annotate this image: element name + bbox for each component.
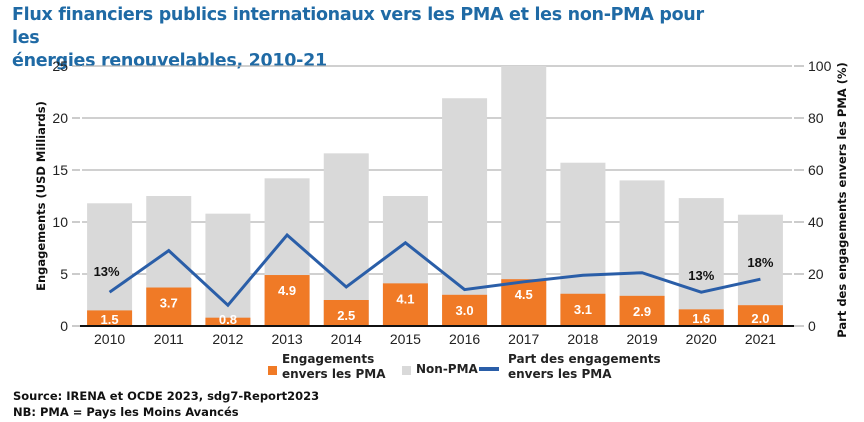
share-annotation: 13% [94,264,120,279]
pma-bar-label: 4.1 [396,291,414,306]
pma-bar-label: 2.9 [633,304,651,319]
x-tick-label: 2010 [94,331,125,347]
legend-label-pma-1: Engagements [282,352,374,366]
footer: Source: IRENA et OCDE 2023, sdg7-Report2… [13,388,319,420]
x-tick-label: 2018 [567,331,598,347]
non-pma-bar [87,203,133,326]
share-annotation: 13% [688,268,714,283]
x-tick-label: 2020 [686,331,717,347]
right-tick-label: 0 [808,318,816,334]
pma-bar-label: 2.5 [337,308,355,323]
legend-label-share-2: envers les PMA [508,367,612,381]
pma-bar [264,275,310,326]
pma-bar-label: 3.7 [160,296,178,311]
gridlines [82,65,792,275]
x-tick-label: 2019 [627,331,658,347]
x-tick-label: 2021 [745,331,776,347]
pma-bar-label: 4.5 [515,287,533,302]
chart-title-line-1: Flux financiers publics internationaux v… [12,5,704,48]
pma-bar-label: 0.8 [219,312,237,327]
left-tick-label: 10 [52,214,68,230]
pma-bars [87,275,783,326]
non-pma-bar [678,198,724,326]
share-annotation: 18% [747,255,773,270]
x-tick-label: 2017 [508,331,539,347]
non-pma-bar [323,153,369,326]
left-tick-label: 5 [60,266,68,282]
x-tick-label: 2015 [390,331,421,347]
left-tick-label: 20 [52,110,68,126]
pma-bar [146,287,192,326]
x-tick-label: 2012 [212,331,243,347]
pma-bar-label: 4.9 [278,283,296,298]
legend-label-share-1: Part des engagements [508,352,661,366]
pma-bar [323,300,369,326]
legend-swatch-nonpma [402,366,411,375]
legend-label-nonpma: Non-PMA [416,362,479,376]
right-axis-title: Part des engagements envers les PMA (%) [835,62,849,337]
legend-swatch-share [479,367,499,371]
right-tick-label: 40 [808,214,824,230]
pma-bar-labels: 1.5 3.7 0.8 4.9 2.5 4.1 3.0 4.5 3.1 2.9 1.6 2.0 [101,283,770,327]
left-tick-label: 15 [52,162,68,178]
legend: Engagements envers les PMA Non-PMA Part … [268,352,661,381]
legend-swatch-pma [268,366,277,375]
pma-bar [205,317,251,326]
right-tick-label: 100 [808,58,832,74]
right-tick-label: 20 [808,266,824,282]
left-axis-title: Engagements (USD Milliards) [34,101,48,291]
x-tick-label: 2011 [154,331,184,347]
pma-bar-label: 3.1 [574,302,592,317]
x-tick-label: 2016 [449,331,480,347]
pma-bar [678,309,724,326]
right-tick-label: 80 [808,110,824,126]
x-tick-label: 2014 [331,331,362,347]
pma-bar [619,295,665,326]
pma-bar [501,279,547,326]
right-axis-ticks: 0 20 40 60 80 100 [794,58,832,334]
pma-bar [737,305,783,326]
non-pma-bar [205,213,251,326]
pma-bar-label: 3.0 [456,303,474,318]
source-note: Source: IRENA et OCDE 2023, sdg7-Report2… [13,389,320,403]
pma-bar-label: 2.0 [751,311,769,326]
pma-bar-label: 1.6 [692,311,710,326]
non-pma-bars [87,66,783,327]
right-tick-label: 60 [808,162,824,178]
share-line [108,232,761,308]
left-tick-label: 0 [60,318,68,334]
abbreviation-note: NB: PMA = Pays les Moins Avancés [13,405,239,419]
share-annotations: 13% 13% 18% [94,255,774,283]
pma-bar [442,294,488,326]
x-tick-label: 2013 [272,331,303,347]
pma-bar [382,283,428,326]
pma-bar [87,310,133,326]
non-pma-bar [442,98,488,327]
legend-label-pma-2: envers les PMA [282,367,386,381]
left-axis-ticks: 0 5 10 15 20 25 [52,58,80,334]
x-axis-ticks: 2010 2011 2012 2013 2014 2015 2016 2017 2018 2019… [94,331,776,347]
share-line-series [108,232,761,308]
left-tick-label: 25 [52,58,68,74]
pma-bar [560,293,606,326]
pma-bar-label: 1.5 [101,312,119,327]
